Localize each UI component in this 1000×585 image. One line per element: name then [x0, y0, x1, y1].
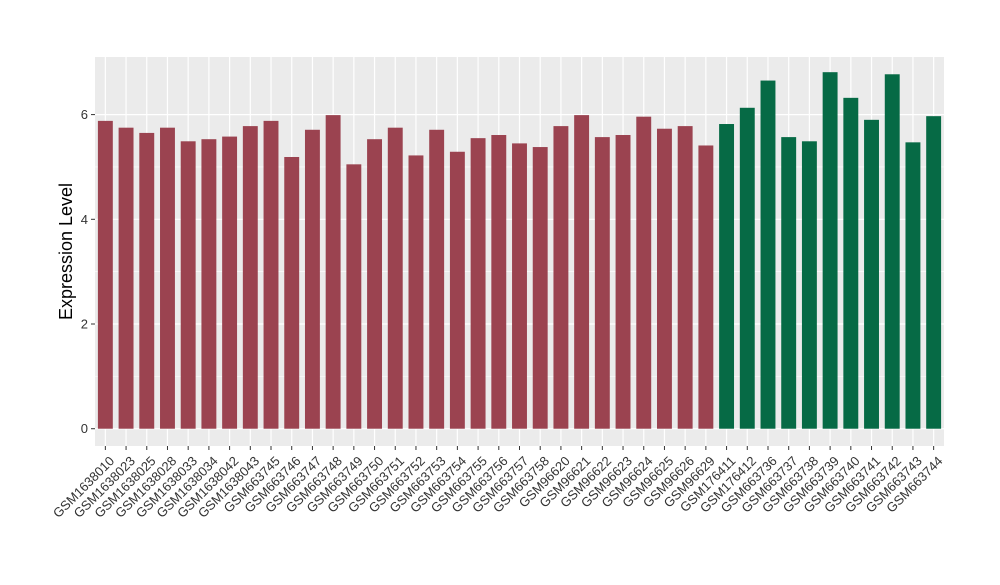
bar	[304, 129, 320, 429]
bar	[698, 145, 714, 429]
bar	[656, 128, 672, 429]
bar	[843, 97, 859, 429]
bar	[781, 137, 797, 429]
y-tick-label: 6	[81, 107, 88, 122]
bar	[242, 126, 258, 429]
bar	[387, 127, 403, 429]
bar	[532, 147, 548, 429]
bar	[822, 72, 838, 429]
bar	[926, 116, 942, 429]
bar	[801, 141, 817, 429]
bar	[429, 129, 445, 429]
bar	[760, 80, 776, 429]
bar	[325, 115, 341, 429]
bar	[491, 135, 507, 429]
y-tick-label: 4	[81, 212, 88, 227]
bar	[512, 143, 527, 429]
bar	[201, 139, 217, 429]
bar	[636, 116, 652, 429]
bar	[263, 120, 279, 429]
bar	[118, 127, 134, 429]
bar	[719, 124, 735, 429]
y-tick-label: 2	[81, 317, 88, 332]
bar	[864, 119, 879, 429]
bar	[180, 141, 196, 429]
bar	[677, 126, 693, 429]
y-axis: 0 2 4 6	[81, 107, 95, 436]
bar	[884, 74, 900, 429]
bar	[574, 115, 590, 429]
x-axis: GSM1638010GSM1638023GSM1638025GSM1638028…	[50, 446, 946, 521]
bar	[615, 135, 631, 429]
y-tick-label: 0	[81, 421, 88, 436]
bar	[346, 164, 362, 429]
bar	[222, 136, 238, 429]
bar	[97, 120, 113, 429]
bar	[408, 155, 424, 429]
bar	[553, 126, 569, 429]
bar	[139, 132, 155, 429]
bar	[367, 139, 383, 429]
bars	[97, 72, 942, 429]
y-axis-label: Expression Level	[56, 183, 76, 320]
bar	[905, 142, 921, 429]
bar	[449, 151, 465, 429]
bar	[160, 127, 175, 429]
bar	[739, 107, 755, 429]
bar	[470, 138, 486, 429]
bar	[284, 156, 300, 429]
bar	[594, 137, 610, 429]
